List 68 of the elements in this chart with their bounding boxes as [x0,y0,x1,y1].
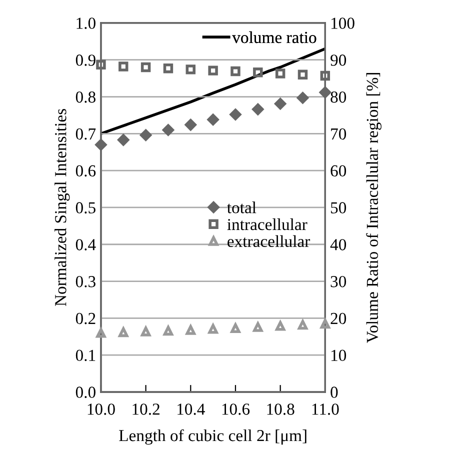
y2-tick-label: 30 [330,276,346,288]
y-tick-label: 0.6 [76,165,96,177]
y-tick-label: 1.0 [76,18,96,29]
point [320,70,330,81]
y2-tick-label: 80 [330,91,346,103]
x-tick-label: 11.0 [312,404,339,415]
point [208,66,218,76]
point [230,108,242,120]
point [320,318,330,329]
x-tick-label: 10.2 [132,404,160,415]
y-tick-label: 0.7 [76,128,96,140]
point [275,68,286,78]
point [118,62,128,72]
point [274,98,286,110]
point [296,92,309,104]
y2-tick-label: 10 [331,350,346,362]
point [275,321,286,331]
y2-tick-label: 100 [331,18,354,29]
point [253,68,263,78]
point [230,66,240,76]
y2-axis-title: Volume Ratio of Intracellular region [%] [366,73,382,343]
y-tick-label: 0.0 [76,386,96,398]
y-tick-label: 0.5 [76,202,96,214]
legend-label: total [227,202,256,214]
point [140,129,152,141]
point [184,118,196,131]
point [186,64,196,74]
y-tick-label: 0.9 [76,54,96,66]
y2-tick-label: 20 [330,312,346,324]
point [186,325,196,335]
y-tick-label: 0.8 [76,91,96,103]
legend-label: volume ratio [232,31,316,44]
point [140,62,151,72]
point [298,70,308,80]
point [252,103,264,116]
y2-tick-label: 0 [330,386,338,398]
point [319,86,331,98]
point [96,60,106,70]
point [95,138,107,151]
point [207,114,219,126]
y2-tick-label: 60 [330,165,346,177]
point [140,326,151,336]
point [230,323,240,334]
y2-tick-label: 90 [330,54,346,66]
point [118,134,130,146]
y-tick-label: 0.1 [76,350,96,362]
point [298,320,308,330]
line-series [100,47,326,136]
y2-tick-label: 40 [330,239,346,250]
y-tick-label: 0.2 [76,312,96,324]
point [118,327,128,338]
point [163,326,174,336]
y-tick-label: 0.3 [76,276,96,288]
y2-tick-label: 70 [331,128,346,140]
point [162,124,174,136]
x-tick-label: 10.8 [267,404,294,415]
legend-label: extracellular [228,235,310,248]
x-axis-title: Length of cubic cell 2r [μm] [119,429,306,445]
x-tick-label: 10.4 [178,404,205,415]
point [163,63,174,74]
legend-label: intracellular [227,218,308,230]
x-tick-label: 10.0 [88,404,115,415]
point [253,322,263,332]
point [96,328,106,338]
x-tick-label: 10.6 [222,404,250,415]
y2-tick-label: 50 [330,202,346,214]
y-tick-label: 0.4 [76,239,96,250]
y-axis-title: Normalized Singal Intensities [54,109,70,306]
